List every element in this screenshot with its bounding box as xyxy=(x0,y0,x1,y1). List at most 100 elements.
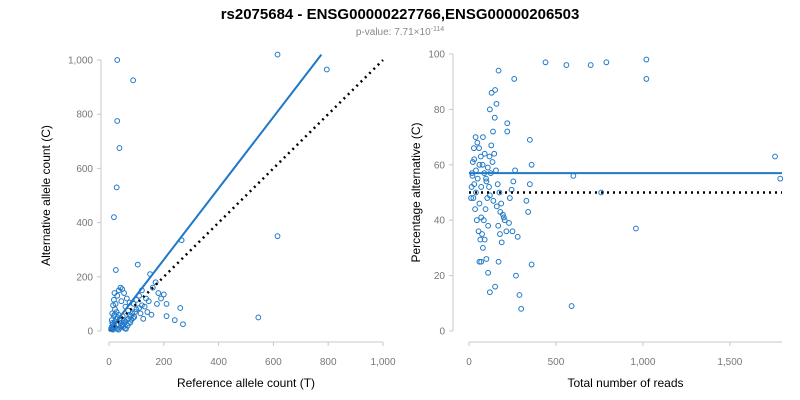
data-point xyxy=(469,159,476,165)
regression-line xyxy=(108,53,323,332)
data-point xyxy=(123,325,129,332)
data-point xyxy=(528,261,535,268)
data-point xyxy=(123,295,130,302)
x-tick-label: 800 xyxy=(320,357,337,368)
data-point xyxy=(274,233,281,240)
data-point xyxy=(130,315,137,321)
y-tick-label: 40 xyxy=(434,216,446,227)
data-point xyxy=(490,128,496,135)
x-tick-label: 0 xyxy=(466,357,472,368)
data-point xyxy=(116,145,123,151)
x-tick-label: 400 xyxy=(210,357,227,368)
data-point xyxy=(509,228,516,235)
data-point xyxy=(518,305,525,312)
data-point xyxy=(109,310,116,317)
data-point xyxy=(494,181,501,188)
data-point xyxy=(493,100,500,107)
data-point xyxy=(134,261,141,268)
data-point xyxy=(495,67,502,74)
data-point xyxy=(488,89,495,96)
y-axis-label-right: Percentage alternative (C) xyxy=(409,122,423,262)
data-point xyxy=(603,59,610,66)
data-point xyxy=(476,161,483,168)
data-point xyxy=(141,303,148,310)
data-point xyxy=(490,197,497,204)
data-point xyxy=(474,139,481,146)
data-point xyxy=(114,292,121,299)
y-tick-label: 0 xyxy=(439,327,445,338)
data-point xyxy=(510,178,517,185)
data-point xyxy=(138,302,145,309)
data-point xyxy=(483,175,489,182)
scatter-points-left xyxy=(108,51,384,333)
x-tick-label: 200 xyxy=(155,357,172,368)
data-point xyxy=(118,298,125,305)
data-point xyxy=(158,295,164,302)
y-tick-label: 800 xyxy=(76,110,93,121)
data-point xyxy=(489,159,496,165)
data-point xyxy=(274,51,281,58)
data-point xyxy=(495,258,502,265)
data-point xyxy=(480,217,487,224)
data-point xyxy=(145,298,152,305)
data-point xyxy=(479,231,485,237)
p-value-prefix: p-value: 7.71×10 xyxy=(356,27,431,38)
data-point xyxy=(255,314,262,321)
x-axis-label-right: Total number of reads xyxy=(567,376,683,390)
data-point xyxy=(114,57,121,63)
x-tick-label: 500 xyxy=(548,357,565,368)
data-point xyxy=(477,153,484,160)
data-point xyxy=(475,228,482,235)
data-point xyxy=(470,195,477,201)
data-point xyxy=(506,220,512,226)
scatter-panel-allele-counts: Reference allele count (T) Alternative a… xyxy=(39,51,396,390)
data-point xyxy=(163,301,170,307)
chart-title: rs2075684 - ENSG00000227766,ENSG00000206… xyxy=(221,6,580,23)
data-point xyxy=(471,156,478,163)
y-tick-label: 20 xyxy=(434,271,446,282)
y-axis-label-left: Alternative allele count (C) xyxy=(39,125,53,266)
data-point xyxy=(149,284,156,291)
data-point xyxy=(171,317,178,324)
data-point xyxy=(486,184,492,190)
data-point xyxy=(470,145,477,152)
data-point xyxy=(160,291,167,298)
data-point xyxy=(130,77,137,84)
data-point xyxy=(117,284,124,291)
data-point xyxy=(486,106,493,113)
data-point xyxy=(113,184,120,191)
data-point xyxy=(473,189,479,196)
data-point xyxy=(772,153,778,160)
x-tick-label: 0 xyxy=(106,357,112,368)
data-point xyxy=(525,208,532,215)
data-point xyxy=(496,189,503,196)
data-point xyxy=(485,269,492,276)
data-point xyxy=(526,181,533,188)
data-point xyxy=(121,290,127,296)
y-tick-label: 200 xyxy=(76,272,93,283)
data-point xyxy=(512,167,518,174)
data-point xyxy=(484,164,491,171)
data-point xyxy=(513,272,519,279)
data-point xyxy=(568,303,575,309)
data-point xyxy=(563,62,570,68)
y-tick-label: 600 xyxy=(76,164,93,175)
data-point xyxy=(127,319,134,326)
data-point xyxy=(114,118,121,124)
data-point xyxy=(497,231,503,237)
data-point xyxy=(501,217,508,224)
data-point xyxy=(483,256,490,262)
y-tick-label: 1,000 xyxy=(68,56,93,67)
reference-line xyxy=(108,59,384,332)
data-point xyxy=(476,258,483,265)
data-point xyxy=(503,228,510,235)
data-point xyxy=(148,311,155,318)
data-point xyxy=(177,305,184,311)
data-point xyxy=(511,76,518,82)
data-point xyxy=(474,175,481,182)
data-point xyxy=(528,161,535,168)
data-point xyxy=(180,321,186,328)
data-point xyxy=(500,211,506,218)
data-point xyxy=(523,197,530,204)
